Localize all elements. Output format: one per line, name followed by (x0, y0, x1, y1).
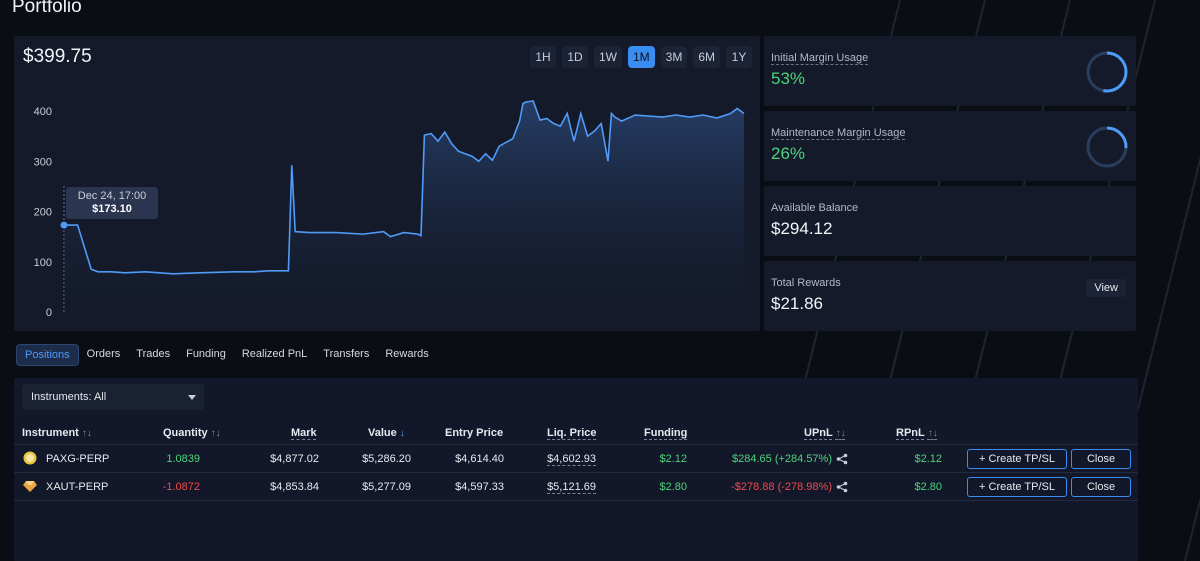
y-tick-label: 100 (34, 257, 52, 269)
sort-icon: ↑↓ (835, 428, 846, 439)
header-divider (14, 444, 1138, 445)
range-tab-1h[interactable]: 1H (529, 46, 556, 68)
sort-icon: ↑↓ (81, 428, 92, 439)
available-balance-value: $294.12 (771, 219, 833, 238)
close-position-button[interactable]: Close (1071, 477, 1131, 497)
instrument-name[interactable]: XAUT-PERP (46, 481, 109, 493)
portfolio-value-chart[interactable]: 0 100 200 300 400 (14, 36, 760, 331)
tab-trades[interactable]: Trades (136, 348, 171, 360)
tooltip-value: $173.10 (92, 203, 132, 215)
header-entry-price[interactable]: Entry Price (445, 427, 504, 439)
table-row: XAUT-PERP -1.0872 $4,853.84 $5,277.09 $4… (14, 473, 1138, 501)
xaut-gold-bar-icon (23, 481, 37, 492)
range-tab-1d[interactable]: 1D (561, 46, 588, 68)
sort-icon: ↑↓ (927, 428, 938, 439)
liq-price: $5,121.69 (547, 481, 596, 493)
header-mark[interactable]: Mark (291, 427, 317, 439)
entry-price: $4,614.40 (455, 453, 504, 465)
y-tick-label: 400 (34, 106, 52, 118)
table-row: PAXG-PERP 1.0839 $4,877.02 $5,286.20 $4,… (14, 445, 1138, 473)
instruments-filter-select[interactable]: Instruments: All (22, 384, 204, 410)
header-quantity[interactable]: Quantity ↑↓ (163, 427, 221, 439)
caret-down-icon (188, 395, 196, 400)
tab-positions[interactable]: Positions (16, 344, 79, 366)
quantity: -1.0872 (162, 481, 200, 493)
initial-margin-value: 53% (771, 69, 806, 88)
portfolio-balance: $399.75 (23, 46, 92, 67)
maintenance-margin-ring-icon (1086, 126, 1128, 168)
position-value: $5,277.09 (362, 481, 411, 493)
chart-area-fill (64, 100, 744, 312)
create-tp-sl-button[interactable]: + Create TP/SL (967, 449, 1067, 469)
time-range-tabs: 1H 1D 1W 1M 3M 6M 1Y (529, 46, 752, 68)
sort-icon: ↑↓ (210, 428, 221, 439)
portfolio-tabs: Positions Orders Trades Funding Realized… (16, 344, 437, 366)
page-title: Portfolio (12, 0, 82, 17)
range-tab-1w[interactable]: 1W (593, 46, 622, 68)
tab-rewards[interactable]: Rewards (385, 348, 429, 360)
create-tp-sl-button[interactable]: + Create TP/SL (967, 477, 1067, 497)
liq-price: $4,602.93 (547, 453, 596, 465)
sort-desc-icon: ↓ (399, 428, 405, 439)
share-icon[interactable] (836, 481, 848, 493)
range-tab-1m[interactable]: 1M (627, 46, 655, 68)
close-position-button[interactable]: Close (1071, 449, 1131, 469)
header-liq-price[interactable]: Liq. Price (547, 427, 597, 439)
tab-transfers[interactable]: Transfers (323, 348, 370, 360)
header-value[interactable]: Value ↓ (368, 427, 405, 439)
upnl: $284.65 (+284.57%) (732, 453, 832, 465)
mark-price: $4,853.84 (270, 481, 319, 493)
y-tick-label: 0 (46, 307, 52, 319)
entry-price: $4,597.33 (455, 481, 504, 493)
total-rewards-card: Total Rewards $21.86 View (764, 261, 1136, 331)
initial-margin-label: Initial Margin Usage (771, 52, 869, 64)
range-tab-1y[interactable]: 1Y (726, 46, 752, 68)
tab-orders[interactable]: Orders (86, 348, 121, 360)
portfolio-chart-panel: 0 100 200 300 400 $399.75 1H 1D 1W 1M 3M 6M … (14, 36, 760, 331)
positions-panel: Instruments: All Instrument ↑↓ Quantity ↑↓… (14, 378, 1138, 561)
maintenance-margin-label: Maintenance Margin Usage (771, 127, 906, 139)
maintenance-margin-value: 26% (771, 144, 806, 163)
y-tick-label: 200 (34, 207, 52, 219)
header-upnl[interactable]: UPnL ↑↓ (804, 427, 846, 439)
header-funding[interactable]: Funding (644, 427, 688, 439)
chart-series-line (64, 100, 745, 275)
rpnl: $2.12 (914, 453, 942, 465)
instruments-filter-label: Instruments: All (31, 391, 107, 403)
mark-price: $4,877.02 (270, 453, 319, 465)
initial-margin-card: Initial Margin Usage 53% (764, 36, 1136, 106)
paxg-coin-icon (23, 451, 37, 465)
header-instrument[interactable]: Instrument ↑↓ (22, 427, 92, 439)
initial-margin-ring-icon (1086, 51, 1128, 93)
instrument-name[interactable]: PAXG-PERP (46, 453, 110, 465)
total-rewards-label: Total Rewards (771, 277, 841, 289)
maintenance-margin-card: Maintenance Margin Usage 26% (764, 111, 1136, 181)
total-rewards-value: $21.86 (771, 294, 823, 313)
share-icon[interactable] (836, 453, 848, 465)
funding: $2.80 (659, 481, 687, 493)
tab-realized-pnl[interactable]: Realized PnL (241, 348, 308, 360)
upnl: -$278.88 (-278.98%) (731, 481, 832, 493)
view-rewards-button[interactable]: View (1086, 279, 1126, 297)
y-tick-label: 300 (34, 156, 52, 168)
quantity: 1.0839 (166, 453, 200, 465)
available-balance-label: Available Balance (771, 202, 859, 214)
rpnl: $2.80 (914, 481, 942, 493)
available-balance-card: Available Balance $294.12 (764, 186, 1136, 256)
funding: $2.12 (659, 453, 687, 465)
range-tab-3m[interactable]: 3M (660, 46, 688, 68)
tooltip-date: Dec 24, 17:00 (77, 190, 147, 202)
range-tab-6m[interactable]: 6M (693, 46, 720, 68)
tab-funding[interactable]: Funding (186, 348, 226, 360)
chart-tooltip: Dec 24, 17:00 $173.10 (66, 187, 158, 219)
chart-hover-point (60, 221, 68, 229)
position-value: $5,286.20 (362, 453, 411, 465)
header-rpnl[interactable]: RPnL ↑↓ (896, 427, 938, 439)
